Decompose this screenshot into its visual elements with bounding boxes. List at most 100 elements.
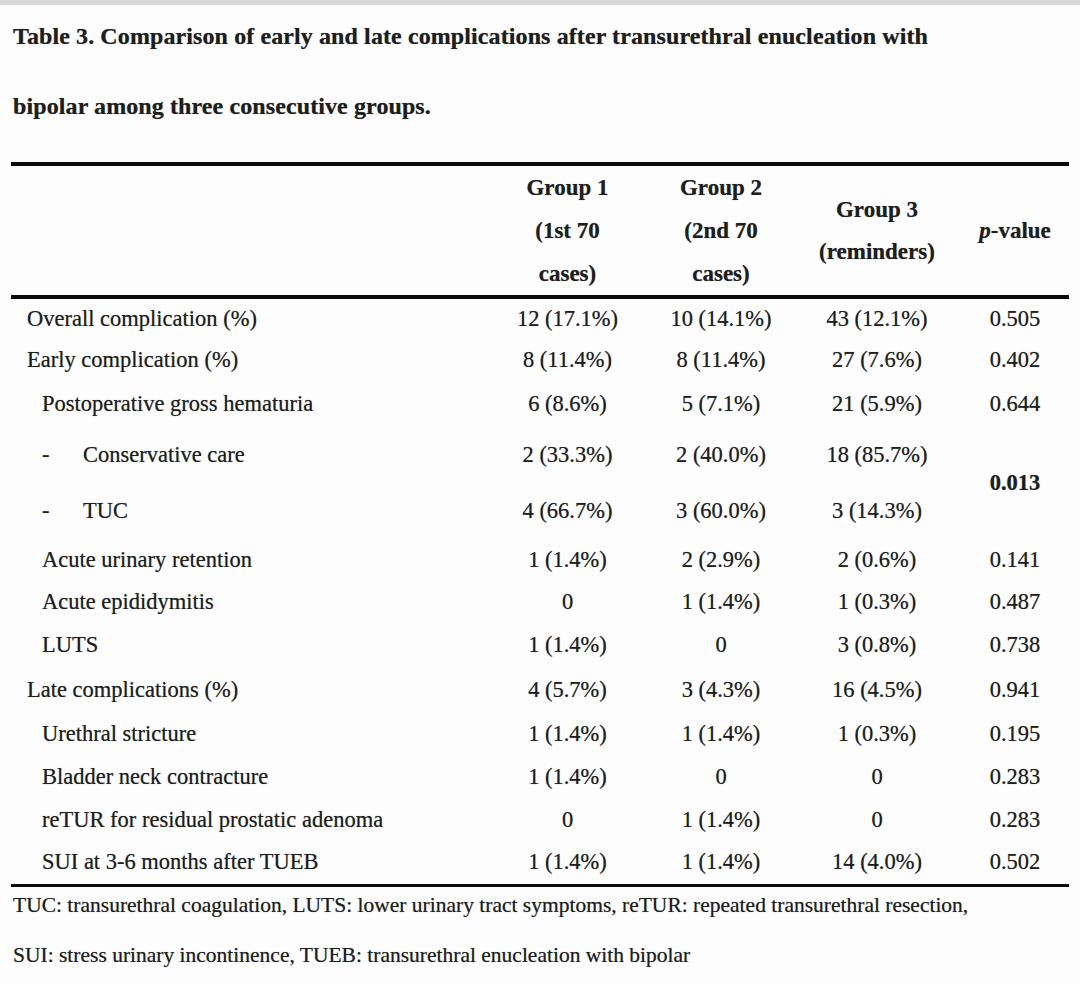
group3-value: 2 (0.6%)	[793, 539, 961, 581]
row-label: SUI at 3-6 months after TUEB	[11, 841, 486, 885]
group2-value: 10 (14.1%)	[649, 297, 793, 339]
table-caption-line2: bipolar among three consecutive groups.	[13, 91, 1070, 121]
group3-value: 3 (14.3%)	[793, 483, 961, 539]
table-caption-line1: Table 3. Comparison of early and late co…	[13, 21, 1070, 51]
group3-value: 18 (85.7%)	[793, 427, 961, 483]
pvalue-cell: 0.502	[961, 841, 1069, 885]
group2-line2: (2nd 70	[649, 209, 793, 252]
pvalue-rest: -value	[991, 218, 1051, 243]
group3-line1: Group 3	[793, 189, 961, 231]
group2-value: 0	[649, 755, 793, 798]
group1-value: 6 (8.6%)	[486, 381, 649, 427]
table-row-acute-urinary-retention: Acute urinary retention 1 (1.4%) 2 (2.9%…	[11, 539, 1069, 581]
column-header-group2: Group 2 (2nd 70 cases)	[649, 164, 793, 297]
group3-value: 3 (0.8%)	[793, 623, 961, 667]
dash-bullet: -	[42, 498, 83, 524]
group2-value: 0	[649, 623, 793, 667]
group2-value: 3 (60.0%)	[649, 483, 793, 539]
table-row-luts: LUTS 1 (1.4%) 0 3 (0.8%) 0.738	[11, 623, 1069, 667]
group3-value: 1 (0.3%)	[793, 581, 961, 623]
pvalue-cell: 0.738	[961, 623, 1069, 667]
group1-line1: Group 1	[486, 166, 649, 209]
group3-value: 21 (5.9%)	[793, 381, 961, 427]
group2-line3: cases)	[649, 252, 793, 295]
pvalue-cell: 0.141	[961, 539, 1069, 581]
group2-value: 5 (7.1%)	[649, 381, 793, 427]
row-label: Bladder neck contracture	[11, 755, 486, 798]
group2-value: 2 (2.9%)	[649, 539, 793, 581]
table-row-retur-residual-adenoma: reTUR for residual prostatic adenoma 0 1…	[11, 798, 1069, 841]
table-footnote: TUC: transurethral coagulation, LUTS: lo…	[13, 891, 1070, 969]
group1-value: 4 (5.7%)	[486, 667, 649, 713]
group3-value: 27 (7.6%)	[793, 339, 961, 381]
group1-value: 2 (33.3%)	[486, 427, 649, 483]
group1-line2: (1st 70	[486, 209, 649, 252]
table-row-acute-epididymitis: Acute epididymitis 0 1 (1.4%) 1 (0.3%) 0…	[11, 581, 1069, 623]
pvalue-cell: 0.195	[961, 713, 1069, 755]
group3-value: 1 (0.3%)	[793, 713, 961, 755]
paper-page: Table 3. Comparison of early and late co…	[0, 0, 1080, 985]
footnote-line2: SUI: stress urinary incontinence, TUEB: …	[13, 941, 1070, 969]
table-row-bladder-neck-contracture: Bladder neck contracture 1 (1.4%) 0 0 0.…	[11, 755, 1069, 798]
group2-value: 1 (1.4%)	[649, 798, 793, 841]
row-label: Overall complication (%)	[11, 297, 486, 339]
group1-value: 1 (1.4%)	[486, 755, 649, 798]
table-row-tuc: -TUC 4 (66.7%) 3 (60.0%) 3 (14.3%)	[11, 483, 1069, 539]
pvalue-cell: 0.283	[961, 798, 1069, 841]
complications-table: Group 1 (1st 70 cases) Group 2 (2nd 70 c…	[11, 162, 1069, 887]
group2-line1: Group 2	[649, 166, 793, 209]
row-label: -Conservative care	[11, 427, 486, 483]
group1-value: 0	[486, 798, 649, 841]
table-row-early-complication: Early complication (%) 8 (11.4%) 8 (11.4…	[11, 339, 1069, 381]
table-row-conservative-care: -Conservative care 2 (33.3%) 2 (40.0%) 1…	[11, 427, 1069, 483]
group3-value: 0	[793, 798, 961, 841]
column-header-pvalue: p-value	[961, 164, 1069, 297]
column-header-group1: Group 1 (1st 70 cases)	[486, 164, 649, 297]
group1-value: 1 (1.4%)	[486, 713, 649, 755]
pvalue-cell: 0.644	[961, 381, 1069, 427]
pvalue-cell: 0.941	[961, 667, 1069, 713]
scan-artifact-strip	[0, 0, 1080, 5]
table-body: Overall complication (%) 12 (17.1%) 10 (…	[11, 297, 1069, 885]
footnote-line1: TUC: transurethral coagulation, LUTS: lo…	[13, 891, 1070, 919]
table-caption: Table 3. Comparison of early and late co…	[13, 21, 1070, 121]
pvalue-cell: 0.402	[961, 339, 1069, 381]
group2-value: 3 (4.3%)	[649, 667, 793, 713]
table-row-late-complications: Late complications (%) 4 (5.7%) 3 (4.3%)…	[11, 667, 1069, 713]
group3-value: 16 (4.5%)	[793, 667, 961, 713]
row-label: Acute urinary retention	[11, 539, 486, 581]
group3-value: 14 (4.0%)	[793, 841, 961, 885]
group3-value: 43 (12.1%)	[793, 297, 961, 339]
group1-line3: cases)	[486, 252, 649, 295]
pvalue-cell: 0.505	[961, 297, 1069, 339]
group1-value: 12 (17.1%)	[486, 297, 649, 339]
group2-value: 8 (11.4%)	[649, 339, 793, 381]
header-empty-cell	[11, 164, 486, 297]
group3-line2: (reminders)	[793, 231, 961, 273]
row-label: Late complications (%)	[11, 667, 486, 713]
row-label-text: Conservative care	[83, 442, 245, 467]
row-label: Early complication (%)	[11, 339, 486, 381]
group1-value: 4 (66.7%)	[486, 483, 649, 539]
group2-value: 1 (1.4%)	[649, 581, 793, 623]
row-label-text: TUC	[83, 498, 128, 523]
column-header-group3: Group 3 (reminders)	[793, 164, 961, 297]
row-label: -TUC	[11, 483, 486, 539]
row-label: LUTS	[11, 623, 486, 667]
row-label: Acute epididymitis	[11, 581, 486, 623]
header-row: Group 1 (1st 70 cases) Group 2 (2nd 70 c…	[11, 164, 1069, 297]
group1-value: 1 (1.4%)	[486, 623, 649, 667]
group2-value: 2 (40.0%)	[649, 427, 793, 483]
group1-value: 1 (1.4%)	[486, 841, 649, 885]
group3-value: 0	[793, 755, 961, 798]
table-row-overall-complication: Overall complication (%) 12 (17.1%) 10 (…	[11, 297, 1069, 339]
table-row-postoperative-gross-hematuria: Postoperative gross hematuria 6 (8.6%) 5…	[11, 381, 1069, 427]
pvalue-cell-merged: 0.013	[961, 427, 1069, 539]
pvalue-italic-p: p	[979, 218, 991, 243]
row-label: Postoperative gross hematuria	[11, 381, 486, 427]
row-label: reTUR for residual prostatic adenoma	[11, 798, 486, 841]
table-row-urethral-stricture: Urethral stricture 1 (1.4%) 1 (1.4%) 1 (…	[11, 713, 1069, 755]
table-header: Group 1 (1st 70 cases) Group 2 (2nd 70 c…	[11, 164, 1069, 297]
table-row-sui-after-tueb: SUI at 3-6 months after TUEB 1 (1.4%) 1 …	[11, 841, 1069, 885]
dash-bullet: -	[42, 442, 83, 468]
